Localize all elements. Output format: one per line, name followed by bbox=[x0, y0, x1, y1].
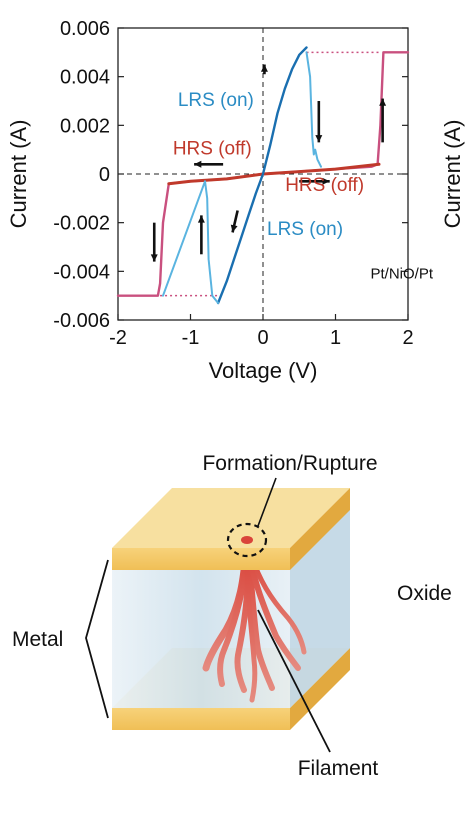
y-tick-label: -0.006 bbox=[53, 310, 110, 332]
bottom-metal-front-face bbox=[112, 708, 290, 730]
chart-annotations: LRS (on) HRS (off) HRS (off) LRS (on) Pt/NiO… bbox=[173, 90, 434, 283]
annotation-3: LRS (on) bbox=[267, 219, 343, 240]
filament-diagram: Formation/Rupture Oxide Metal Filament bbox=[12, 452, 452, 780]
filament-icon bbox=[202, 544, 307, 703]
metal-label: Metal bbox=[12, 628, 63, 651]
top-metal-front-face bbox=[112, 548, 290, 570]
arrow-left-hrs-icon bbox=[194, 160, 224, 168]
formation-circle-icon bbox=[226, 522, 268, 558]
series-line-3 bbox=[305, 51, 322, 168]
arrow-up-lrs-icon bbox=[260, 64, 268, 75]
series-layer bbox=[116, 46, 410, 305]
filament-tip-icon bbox=[241, 536, 253, 544]
arrow-down-lrs-icon bbox=[230, 210, 239, 233]
y-tick-label: 0 bbox=[99, 164, 110, 186]
iv-chart: -2 -1 0 1 2 0.006 0.004 0.002 0 -0.002 -0.004 -0.00… bbox=[6, 18, 465, 383]
y-axis-label: Current (A) bbox=[6, 120, 31, 229]
annotation-4: Pt/NiO/Pt bbox=[371, 266, 434, 283]
x-tick-label: -1 bbox=[182, 327, 200, 349]
y-tick-label: -0.002 bbox=[53, 213, 110, 235]
oxide-front-face bbox=[112, 568, 290, 708]
arrow-right-hrs-icon bbox=[299, 177, 330, 185]
formation-label: Formation/Rupture bbox=[202, 452, 377, 475]
arrow-up-left-icon bbox=[197, 215, 205, 255]
axis-ticks: -2 -1 0 1 2 0.006 0.004 0.002 0 -0.002 -0.004 -0.00… bbox=[53, 18, 413, 349]
sweep-arrows bbox=[150, 64, 387, 262]
x-tick-label: 2 bbox=[402, 327, 413, 349]
formation-pointer bbox=[257, 477, 277, 527]
arrow-up-right-icon bbox=[379, 98, 387, 143]
top-metal-side-face bbox=[290, 488, 350, 570]
right-axis-label: Current (A) bbox=[440, 120, 465, 229]
x-tick-label: 0 bbox=[257, 327, 268, 349]
x-tick-label: -2 bbox=[109, 327, 127, 349]
filament-pointer bbox=[257, 609, 331, 753]
series-line-4 bbox=[162, 180, 220, 304]
arrow-down-icon bbox=[315, 101, 323, 143]
annotation-1: HRS (off) bbox=[173, 139, 252, 160]
metal-bracket bbox=[85, 559, 109, 719]
y-tick-label: 0.004 bbox=[60, 67, 110, 89]
x-tick-label: 1 bbox=[330, 327, 341, 349]
y-tick-label: -0.004 bbox=[53, 261, 110, 283]
bottom-metal-side-face bbox=[290, 648, 350, 730]
arrow-down-left-icon bbox=[150, 222, 158, 262]
annotation-0: LRS (on) bbox=[178, 90, 254, 111]
compliance-lines bbox=[160, 51, 381, 297]
y-tick-label: 0.006 bbox=[60, 18, 110, 40]
top-metal-top-face bbox=[112, 488, 350, 548]
x-axis-label: Voltage (V) bbox=[209, 358, 318, 383]
series-line-2 bbox=[216, 46, 308, 305]
annotation-2: HRS (off) bbox=[285, 175, 364, 196]
filament-label: Filament bbox=[298, 757, 379, 780]
oxide-side-face bbox=[290, 508, 350, 708]
y-tick-label: 0.002 bbox=[60, 115, 110, 137]
oxide-label: Oxide bbox=[397, 582, 452, 605]
